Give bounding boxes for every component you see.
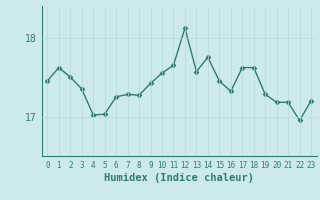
X-axis label: Humidex (Indice chaleur): Humidex (Indice chaleur) [104, 173, 254, 183]
